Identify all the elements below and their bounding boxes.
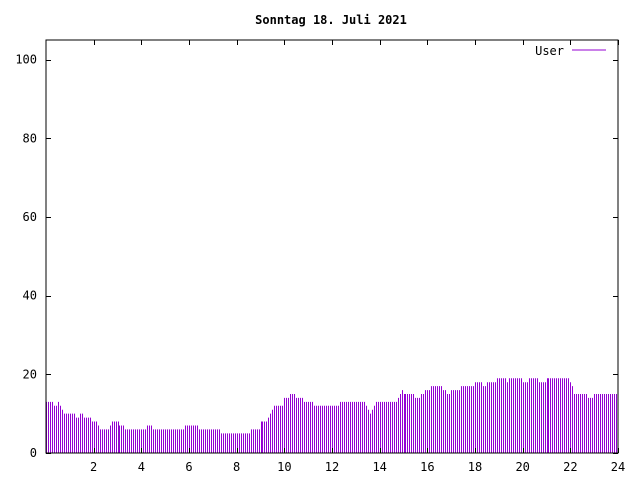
y-axis: 0 20 40 60 80 100 (15, 53, 618, 460)
x-tick-label: 12 (325, 460, 339, 474)
x-tick-label: 4 (138, 460, 145, 474)
y-tick-label: 40 (23, 289, 37, 303)
chart-title: Sonntag 18. Juli 2021 (255, 13, 407, 27)
plot-frame (45, 39, 619, 454)
x-tick-label: 10 (277, 460, 291, 474)
x-tick-label: 22 (563, 460, 577, 474)
x-tick-label: 24 (611, 460, 625, 474)
y-tick-label: 0 (30, 446, 37, 460)
legend: User (535, 44, 606, 58)
x-tick-label: 18 (468, 460, 482, 474)
y-tick-label: 80 (23, 131, 37, 145)
x-axis: 2 4 6 8 10 12 14 16 18 20 22 24 (90, 40, 625, 474)
y-tick-label: 100 (15, 53, 37, 67)
x-tick-label: 8 (233, 460, 240, 474)
x-tick-label: 6 (185, 460, 192, 474)
x-tick-label: 16 (420, 460, 434, 474)
plot-bars (46, 378, 617, 453)
x-tick-label: 14 (372, 460, 386, 474)
y-tick-label: 20 (23, 367, 37, 381)
x-tick-label: 2 (90, 460, 97, 474)
y-tick-label: 60 (23, 210, 37, 224)
legend-label: User (535, 44, 564, 58)
x-tick-label: 20 (515, 460, 529, 474)
